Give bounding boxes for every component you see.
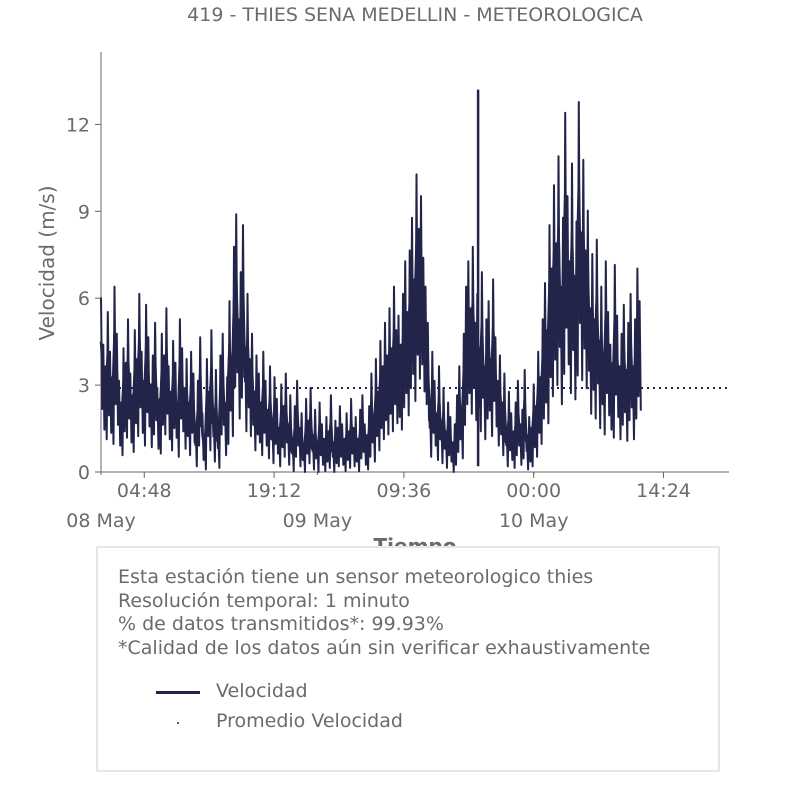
- info-line-resolution: Resolución temporal: 1 minuto: [118, 589, 410, 612]
- x-tick-label: 14:24: [636, 480, 691, 502]
- x-tick-label: 09:36: [376, 480, 431, 502]
- legend-label: Promedio Velocidad: [216, 710, 403, 732]
- x-tick-label: 19:12: [247, 480, 302, 502]
- legend-dot-swatch: [177, 722, 179, 724]
- info-text: Esta estación tiene un sensor meteorolog…: [118, 566, 650, 660]
- chart-marks: [99, 89, 729, 473]
- date-label: 10 May: [499, 510, 569, 532]
- legend-label: Velocidad: [216, 680, 308, 702]
- chart-axes: 0 3 6 9 12 04:48 19:12 09:36 00:00 14:24 08 May 09 …: [66, 52, 729, 532]
- info-line-sensor: Esta estación tiene un sensor meteorolog…: [118, 566, 594, 588]
- chart-title: 419 - THIES SENA MEDELLIN - METEOROLOGIC…: [187, 4, 643, 26]
- info-line-transmitted: % de datos transmitidos*: 99.93%: [118, 613, 444, 635]
- y-tick-label: 12: [66, 114, 90, 136]
- y-axis-label: Velocidad (m/s): [35, 185, 59, 340]
- x-axis-label: Tiempo: [374, 534, 457, 546]
- x-tick-label: 00:00: [506, 480, 561, 502]
- y-tick-label: 9: [78, 201, 90, 223]
- info-line-quality: *Calidad de los datos aún sin verificar …: [118, 636, 651, 659]
- date-label: 08 May: [66, 510, 136, 532]
- chart: 419 - THIES SENA MEDELLIN - METEOROLOGIC…: [35, 4, 729, 546]
- x-tick-label: 04:48: [117, 480, 172, 502]
- y-tick-label: 6: [78, 288, 90, 310]
- y-tick-label: 3: [78, 375, 90, 397]
- info-panel: Esta estación tiene un sensor meteorolog…: [96, 546, 720, 772]
- velocity-line-core: [99, 185, 641, 461]
- legend-line-swatch: [156, 691, 200, 694]
- y-tick-label: 0: [78, 462, 90, 484]
- date-label: 09 May: [283, 510, 353, 532]
